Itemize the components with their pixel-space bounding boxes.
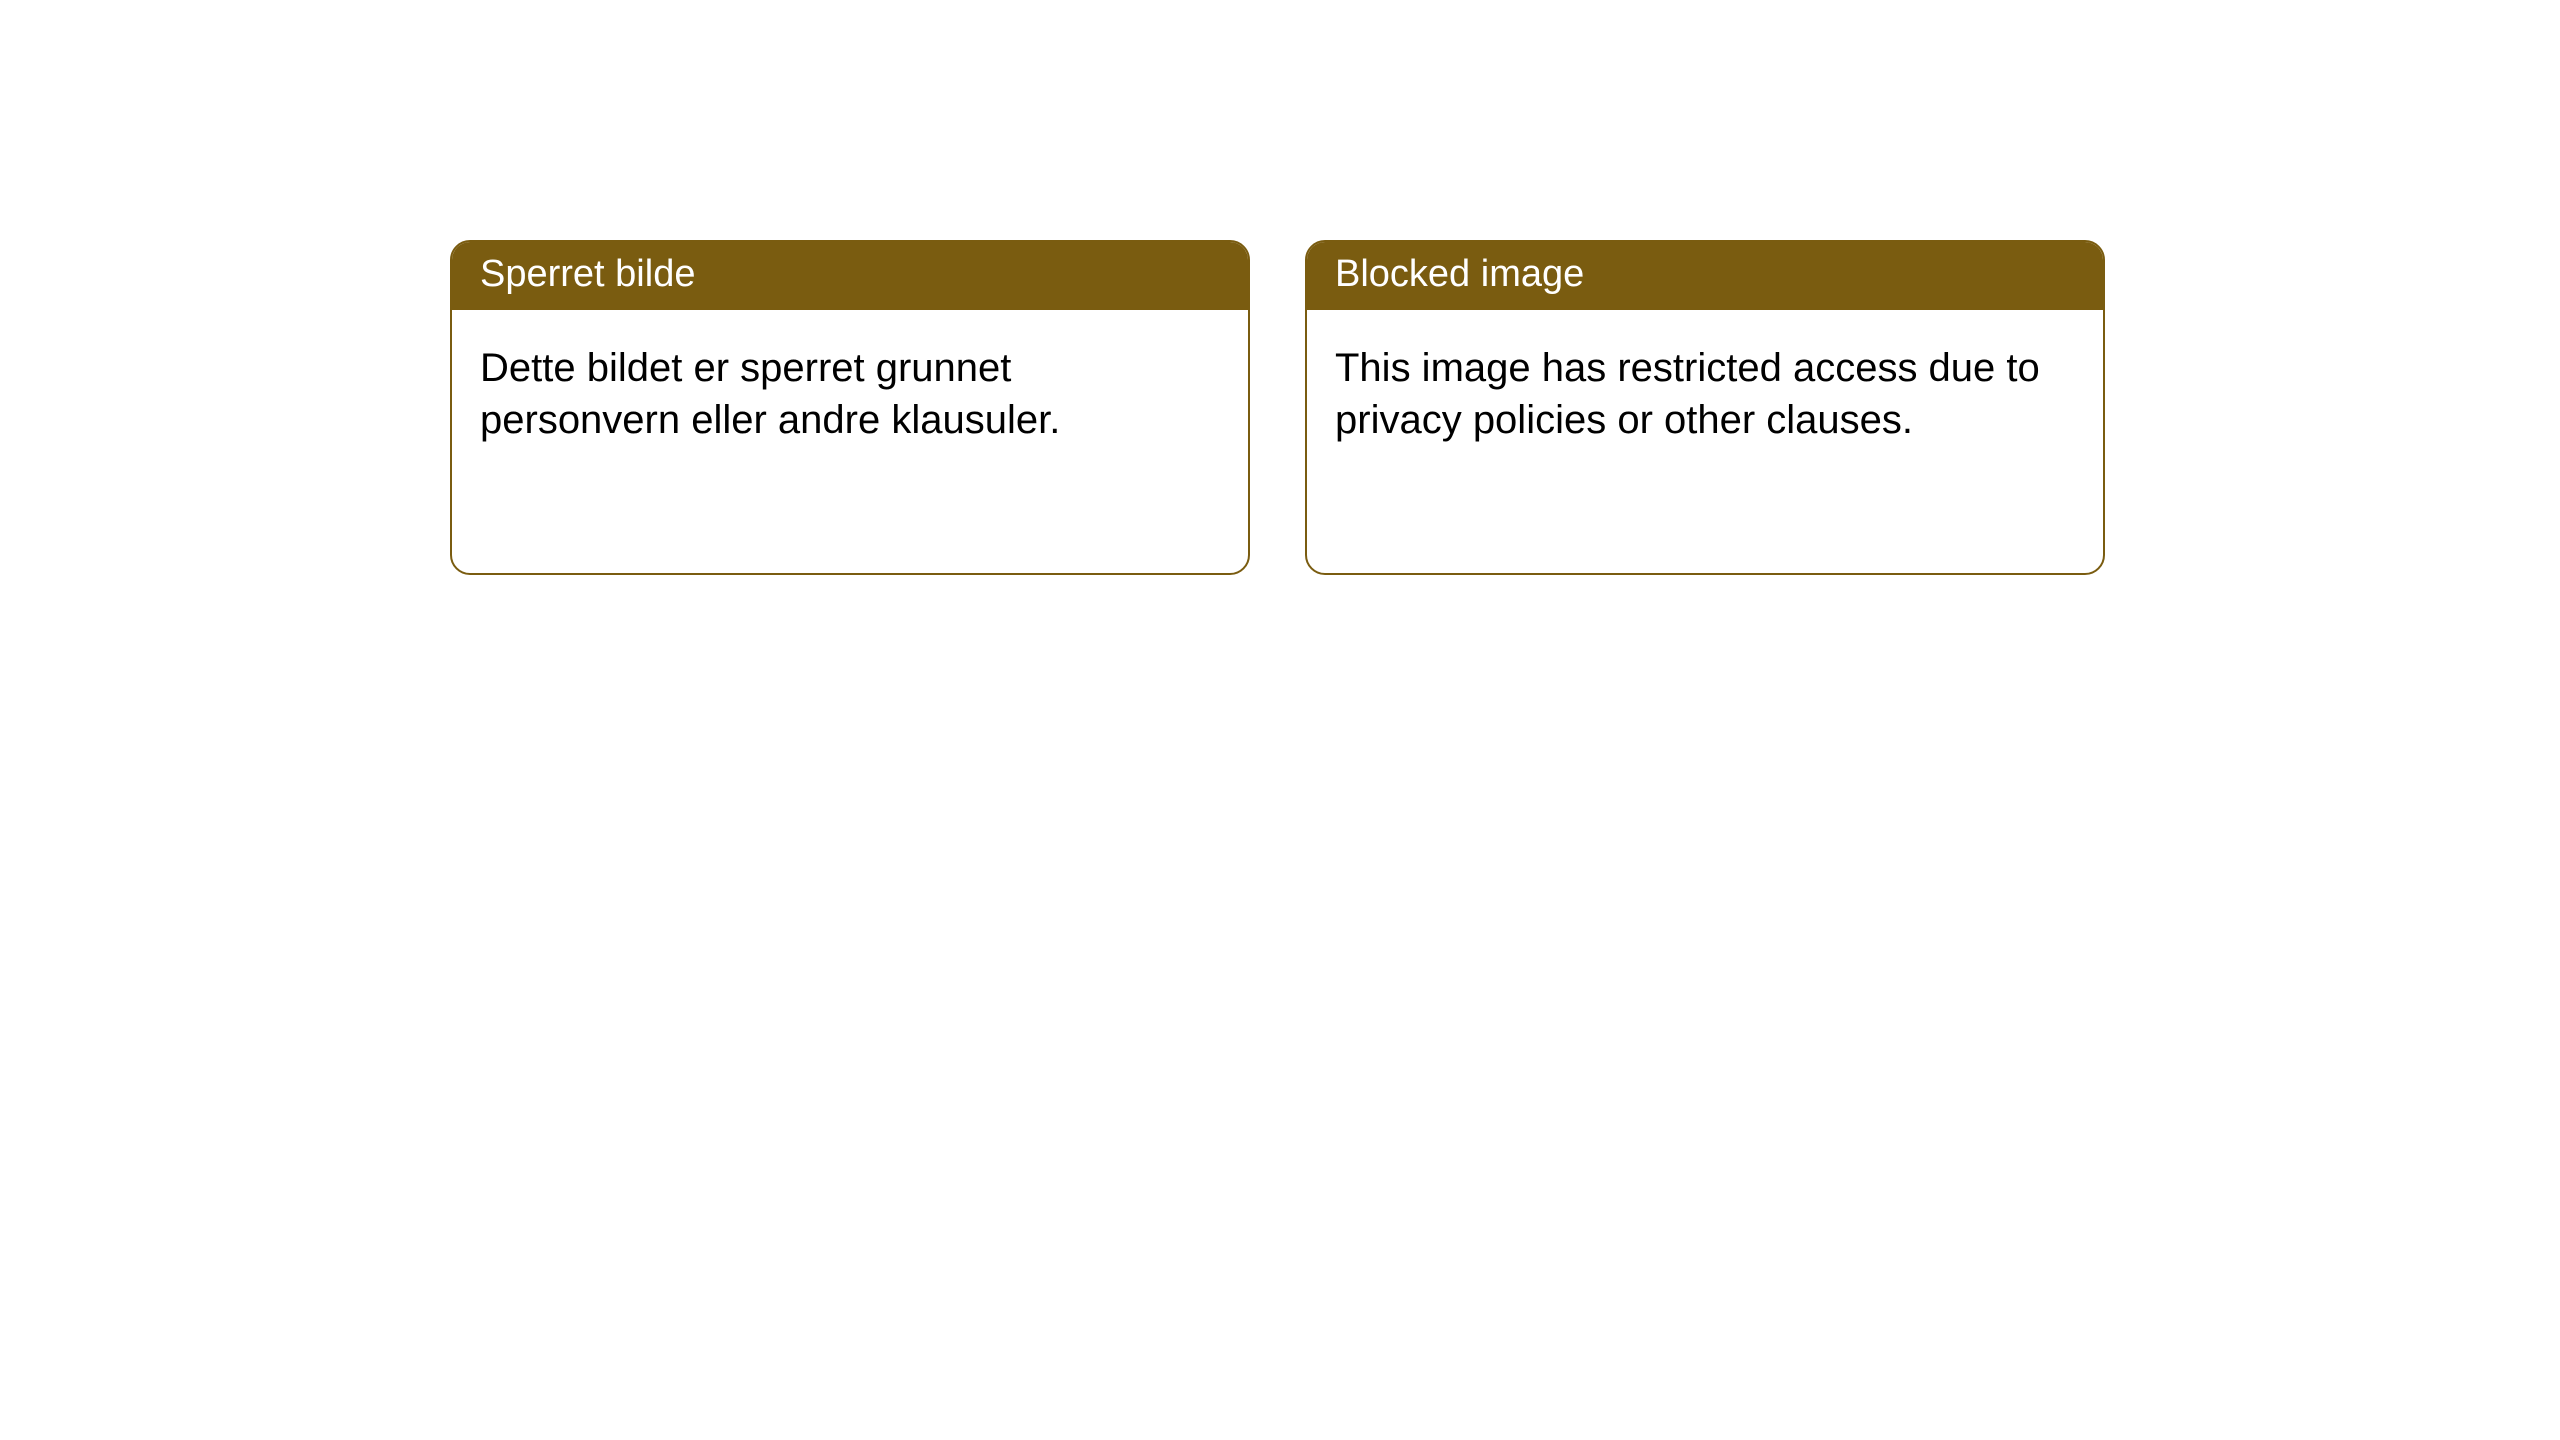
notice-body: This image has restricted access due to … — [1307, 310, 2103, 478]
notice-card-norwegian: Sperret bilde Dette bildet er sperret gr… — [450, 240, 1250, 575]
notice-header: Blocked image — [1307, 242, 2103, 310]
notice-card-english: Blocked image This image has restricted … — [1305, 240, 2105, 575]
notice-header: Sperret bilde — [452, 242, 1248, 310]
notice-container: Sperret bilde Dette bildet er sperret gr… — [450, 240, 2105, 575]
notice-body: Dette bildet er sperret grunnet personve… — [452, 310, 1248, 478]
